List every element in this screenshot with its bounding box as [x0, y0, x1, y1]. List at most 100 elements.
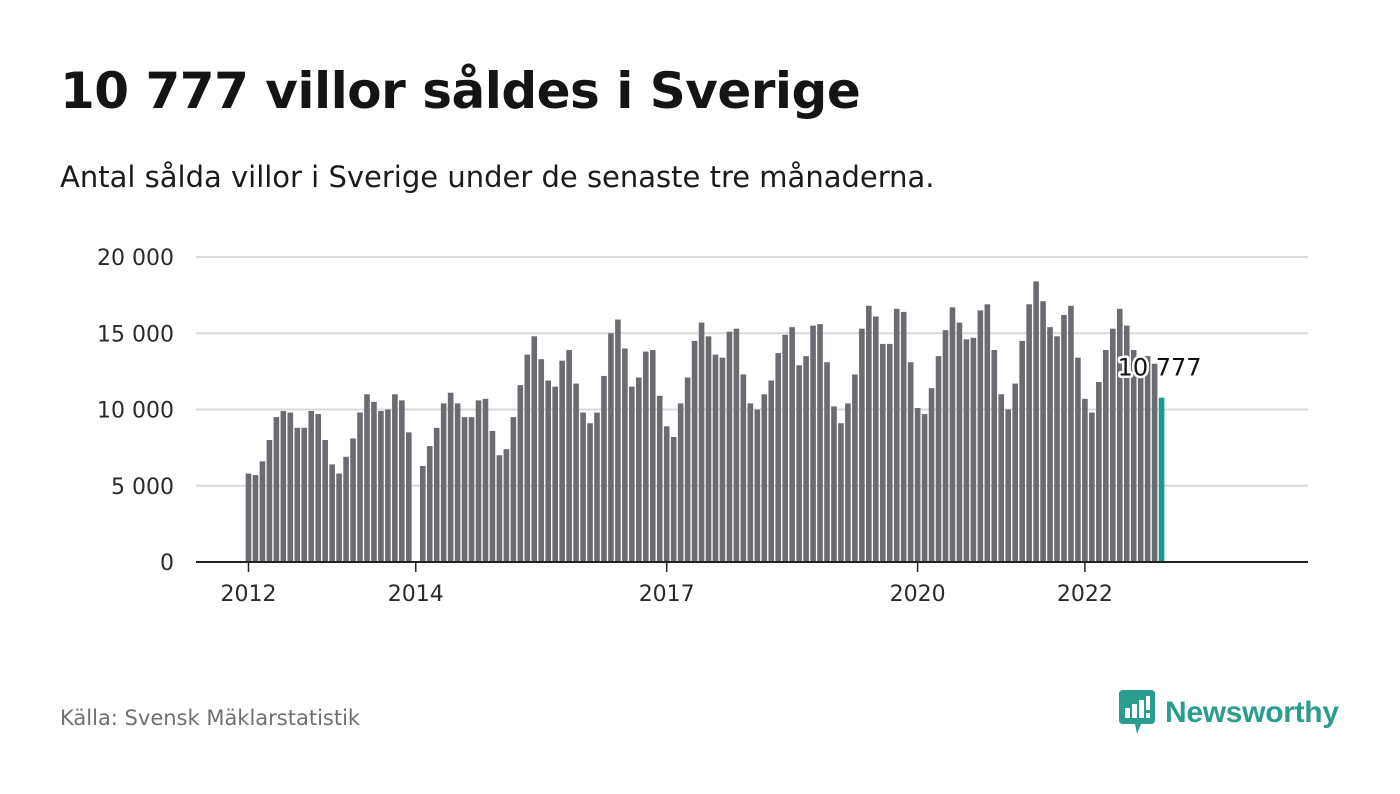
bar — [287, 412, 294, 562]
y-tick-label: 20 000 — [97, 246, 174, 271]
bar — [977, 310, 984, 562]
bar — [510, 417, 517, 562]
bar — [489, 430, 496, 562]
bar — [252, 475, 259, 562]
bar — [796, 365, 802, 562]
bar — [1068, 305, 1074, 562]
bar — [970, 337, 977, 562]
bar — [963, 339, 970, 562]
bar — [1040, 301, 1046, 562]
bar — [336, 473, 342, 562]
chart-subtitle: Antal sålda villor i Sverige under de se… — [60, 160, 935, 194]
bar — [859, 328, 865, 562]
bar — [956, 322, 963, 562]
bar — [1012, 383, 1018, 562]
bar — [601, 375, 607, 562]
brand-name: Newsworthy — [1165, 696, 1339, 729]
bar — [1089, 412, 1095, 562]
bar — [461, 417, 468, 562]
bar — [1033, 281, 1039, 562]
bar — [726, 331, 733, 562]
bar — [301, 427, 308, 562]
bar — [740, 374, 747, 562]
bar — [259, 461, 266, 562]
bar — [524, 354, 531, 562]
bar — [991, 350, 998, 562]
bar — [1103, 350, 1109, 562]
bar — [866, 305, 872, 562]
bar — [998, 394, 1005, 562]
bar — [768, 380, 775, 562]
bar — [747, 403, 754, 562]
bar — [580, 412, 586, 562]
bar — [907, 362, 914, 562]
bar — [761, 394, 768, 562]
bar — [440, 403, 447, 562]
bar — [357, 412, 363, 562]
bar — [893, 308, 900, 562]
bar — [1123, 325, 1130, 562]
bar — [1005, 409, 1012, 562]
bar — [775, 353, 782, 562]
bar — [615, 319, 621, 562]
y-tick-label: 10 000 — [97, 399, 174, 424]
bar — [782, 334, 788, 562]
bar — [677, 403, 684, 562]
bar — [1019, 340, 1025, 562]
bar — [879, 343, 886, 562]
bar — [810, 325, 816, 562]
bar — [1082, 398, 1088, 562]
bar — [935, 356, 942, 562]
newsworthy-brand[interactable]: Newsworthy — [1119, 688, 1339, 738]
bar — [622, 348, 628, 562]
x-tick-label: 2022 — [1057, 582, 1113, 607]
bar — [280, 411, 287, 562]
bar — [900, 311, 907, 562]
bar — [496, 455, 503, 562]
bar — [1109, 328, 1116, 562]
bar — [803, 356, 809, 562]
bar — [817, 324, 823, 562]
newsworthy-logo-icon — [1119, 690, 1155, 734]
bar — [642, 351, 649, 562]
bar — [343, 456, 349, 562]
bar — [364, 394, 370, 562]
x-axis: 2012 2014 2017 2020 2022 — [196, 561, 1308, 607]
bar — [447, 392, 454, 562]
bar — [378, 411, 384, 562]
bar — [566, 350, 572, 562]
x-tick-label: 2017 — [639, 582, 695, 607]
bar — [245, 473, 252, 562]
bar — [426, 446, 433, 562]
bar — [789, 327, 795, 562]
bar — [663, 426, 670, 562]
bar — [1151, 363, 1158, 562]
bar — [1026, 304, 1032, 562]
source-note: Källa: Svensk Mäklarstatistik — [60, 706, 361, 730]
bar — [454, 403, 461, 562]
y-tick-label: 5 000 — [111, 475, 174, 500]
bar — [538, 359, 545, 562]
bar — [845, 403, 851, 562]
bar — [949, 307, 956, 562]
bar — [350, 438, 356, 562]
bar — [1116, 308, 1123, 562]
bar — [886, 343, 893, 562]
y-axis: 0 5 000 10 000 15 000 20 000 — [97, 246, 174, 576]
bar — [406, 432, 412, 562]
bar — [1130, 350, 1137, 562]
bar — [559, 360, 565, 562]
bar — [754, 409, 761, 562]
bar — [517, 385, 524, 562]
bar-highlight — [1158, 397, 1165, 562]
bar — [921, 414, 928, 562]
bar — [433, 427, 440, 562]
bar — [329, 464, 335, 562]
bar — [649, 350, 656, 562]
bar — [315, 414, 321, 562]
bar — [594, 412, 600, 562]
bar — [873, 316, 879, 562]
bar — [684, 377, 691, 562]
bar — [733, 328, 740, 562]
bar — [482, 398, 489, 562]
